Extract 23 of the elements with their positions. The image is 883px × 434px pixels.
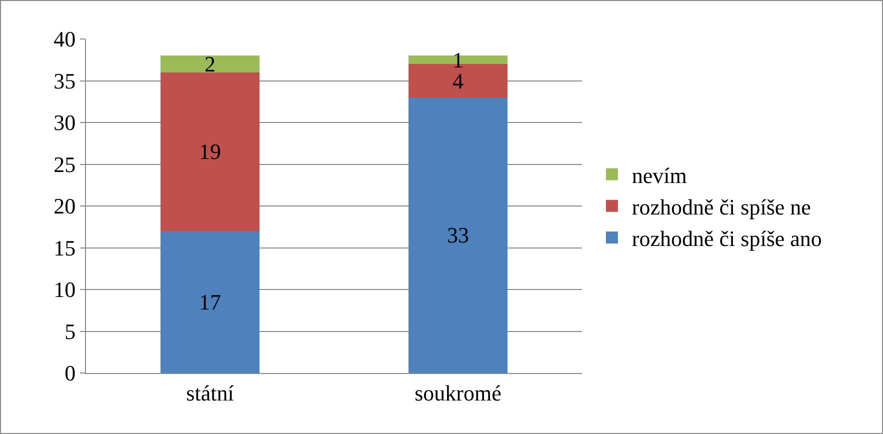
data-label: 19 (199, 139, 221, 164)
x-tick-label: soukromé (414, 380, 502, 406)
data-label: 2 (204, 52, 216, 77)
data-label: 17 (199, 290, 221, 315)
y-tick-label: 30 (54, 110, 76, 136)
legend-label: rozhodně či spíše ne (632, 194, 811, 220)
y-tick-label: 35 (54, 68, 76, 94)
y-tick-label: 20 (54, 194, 76, 219)
y-tick-label: 40 (54, 26, 76, 52)
y-tick-label: 25 (54, 152, 76, 177)
legend-label: rozhodně či spíše ano (632, 226, 822, 252)
bar (160, 56, 260, 72)
y-tick-label: 5 (64, 318, 76, 344)
y-tick-label: 10 (54, 277, 76, 302)
bar (160, 231, 260, 373)
legend-label: nevím (632, 162, 687, 188)
y-tick-label: 15 (54, 235, 76, 260)
x-tick-label: státní (186, 380, 234, 406)
data-label: 33 (447, 222, 469, 248)
y-tick-label: 0 (64, 360, 76, 386)
data-label: 4 (452, 68, 464, 94)
bar (408, 97, 508, 373)
bar (160, 72, 260, 232)
